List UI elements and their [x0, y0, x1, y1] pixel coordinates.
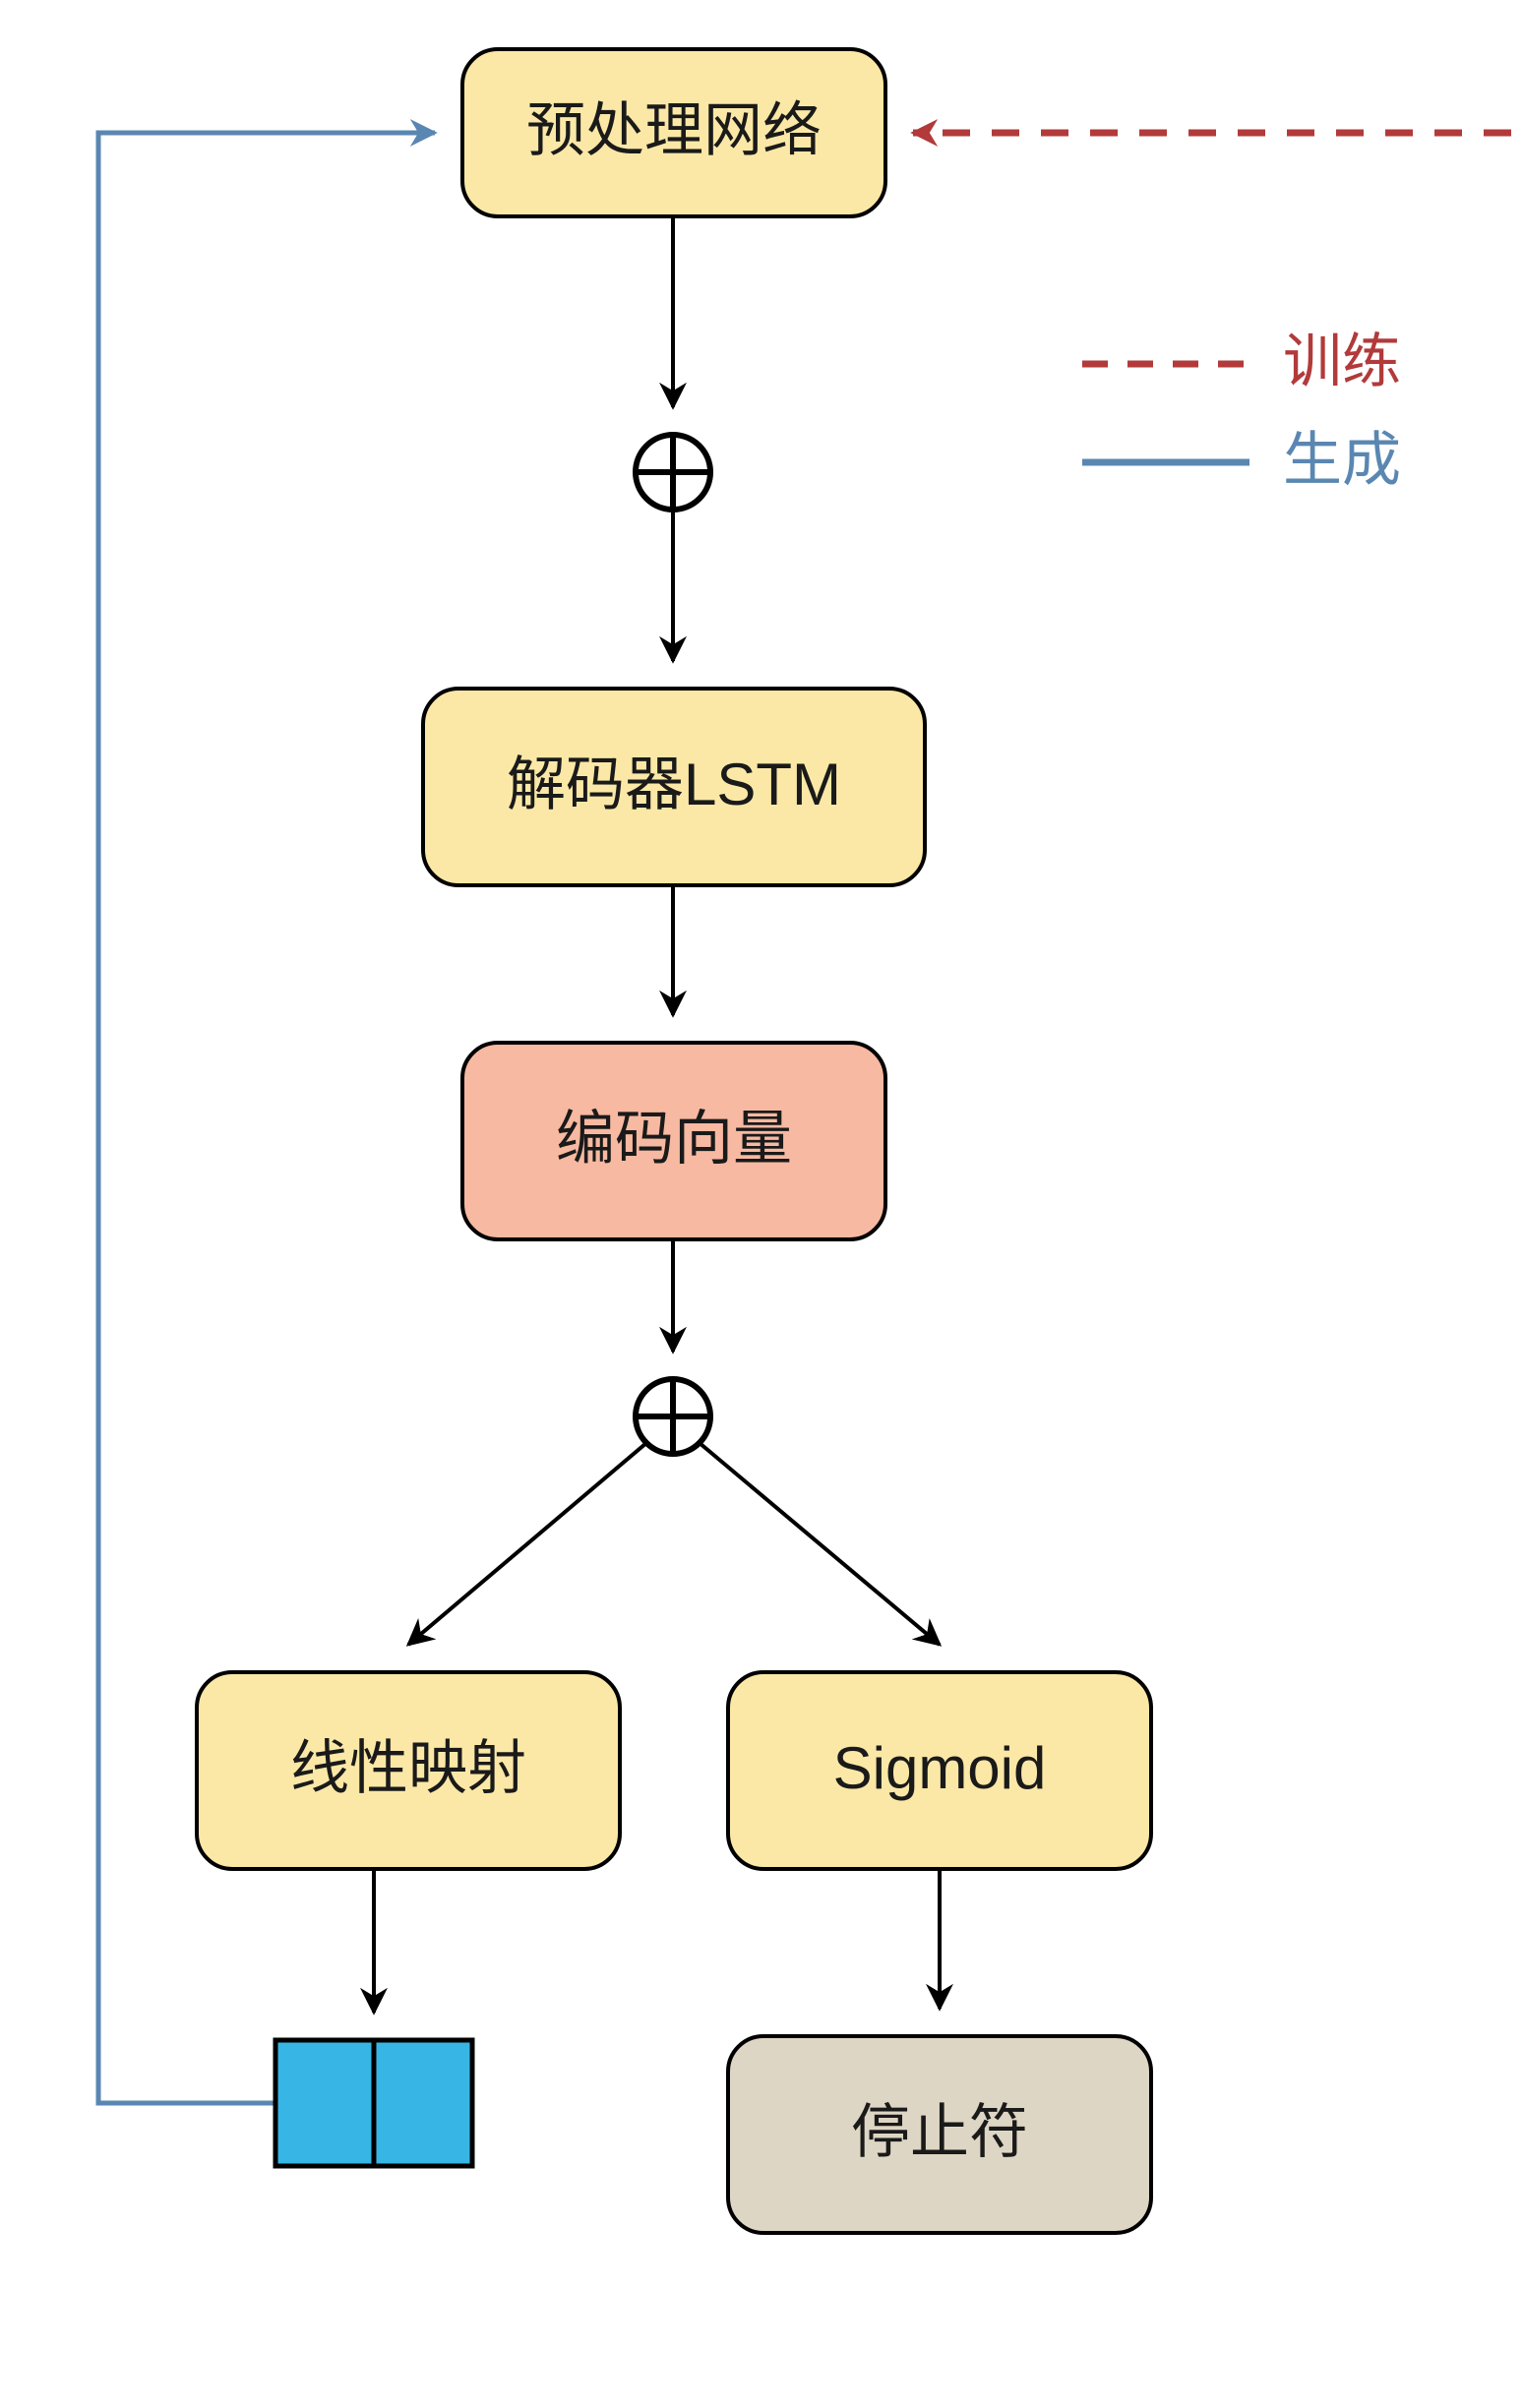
node-stop-label: 停止符 — [851, 2099, 1028, 2165]
node-linear: 线性映射 — [197, 1672, 620, 1869]
legend: 训练生成 — [1082, 329, 1401, 493]
node-encvec-label: 编码向量 — [556, 1106, 792, 1172]
node-stop: 停止符 — [728, 2036, 1151, 2233]
legend-label-1: 生成 — [1283, 427, 1401, 493]
node-sigmoid-label: Sigmoid — [833, 1735, 1047, 1801]
legend-label-0: 训练 — [1283, 329, 1401, 394]
node-sigmoid: Sigmoid — [728, 1672, 1151, 1869]
plus-node-plus2 — [636, 1379, 710, 1454]
edge-plus2-to-linear_top — [408, 1443, 646, 1645]
output-boxes — [275, 2040, 472, 2166]
node-decoder-label: 解码器LSTM — [507, 752, 841, 817]
node-prenet-label: 预处理网络 — [526, 97, 822, 163]
edge-plus2-to-sigmoid_top — [700, 1443, 940, 1645]
plus-node-plus1 — [636, 435, 710, 510]
output-box-0 — [275, 2040, 374, 2166]
output-box-1 — [374, 2040, 472, 2166]
node-encvec: 编码向量 — [462, 1043, 885, 1239]
node-decoder: 解码器LSTM — [423, 689, 925, 885]
node-prenet: 预处理网络 — [462, 49, 885, 216]
node-linear-label: 线性映射 — [290, 1735, 526, 1801]
